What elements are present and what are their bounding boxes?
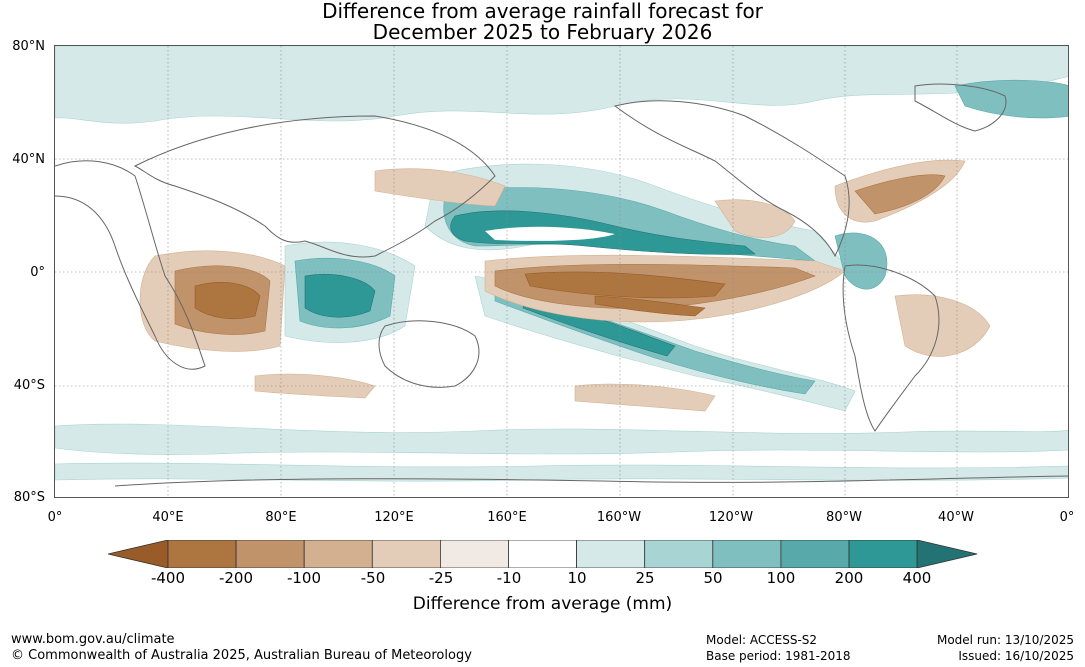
neutral-region bbox=[485, 226, 615, 241]
colorbar-segment bbox=[439, 540, 509, 568]
colorbar-segment bbox=[508, 540, 577, 568]
colorbar-segment bbox=[576, 540, 646, 568]
colorbar-segment bbox=[780, 540, 850, 568]
colorbar-label: -100 bbox=[286, 569, 322, 587]
lon-label-160w: 160°W bbox=[596, 510, 642, 525]
map-title-line-1: Difference from average rainfall forecas… bbox=[322, 0, 763, 23]
colorbar-segment bbox=[644, 540, 714, 568]
graticule bbox=[55, 46, 1068, 497]
colorbar-segment bbox=[848, 540, 918, 568]
colorbar-label: -25 bbox=[428, 569, 454, 587]
lon-label-40w: 40°W bbox=[938, 510, 974, 525]
colorbar-label: 200 bbox=[834, 569, 864, 587]
lon-label-80e: 80°E bbox=[265, 510, 297, 525]
colorbar-segment bbox=[371, 540, 441, 568]
coastlines bbox=[55, 83, 1068, 487]
lon-label-40e: 40°E bbox=[152, 510, 184, 525]
lon-label-0-left: 0° bbox=[47, 510, 63, 525]
colorbar-segment bbox=[167, 540, 237, 568]
lon-label-0-right: 0° bbox=[1059, 510, 1075, 525]
website-link[interactable]: www.bom.gov.au/climate bbox=[11, 632, 175, 647]
colorbar bbox=[108, 540, 978, 568]
lat-label-80n: 80°N bbox=[12, 39, 45, 54]
colorbar-label: 10 bbox=[567, 569, 587, 587]
model-run-date: Model run: 13/10/2025 bbox=[936, 633, 1074, 647]
map-svg bbox=[55, 46, 1068, 497]
issued-date: Issued: 16/10/2025 bbox=[958, 649, 1074, 663]
colorbar-extend-low bbox=[108, 540, 169, 568]
base-period: Base period: 1981-2018 bbox=[706, 649, 851, 663]
lon-label-120e: 120°E bbox=[374, 510, 414, 525]
colorbar-label: -200 bbox=[218, 569, 254, 587]
rainfall-anomaly-map bbox=[54, 45, 1069, 498]
colorbar-label: 25 bbox=[635, 569, 655, 587]
lon-label-120w: 120°W bbox=[708, 510, 754, 525]
colorbar-segment bbox=[235, 540, 305, 568]
colorbar-segment bbox=[712, 540, 782, 568]
map-title-line-2: December 2025 to February 2026 bbox=[372, 20, 713, 44]
colorbar-label: -50 bbox=[360, 569, 386, 587]
lat-label-40s: 40°S bbox=[13, 378, 45, 393]
dry-strong-regions bbox=[194, 271, 726, 320]
colorbar-label: 100 bbox=[766, 569, 796, 587]
lon-label-80w: 80°W bbox=[826, 510, 862, 525]
colorbar-segment bbox=[303, 540, 373, 568]
colorbar-title: Difference from average (mm) bbox=[412, 594, 673, 614]
colorbar-label: -400 bbox=[150, 569, 186, 587]
copyright-text: © Commonwealth of Australia 2025, Austra… bbox=[11, 648, 472, 663]
model-name: Model: ACCESS-S2 bbox=[706, 633, 818, 647]
lat-label-80s: 80°S bbox=[13, 490, 45, 505]
colorbar-label: 50 bbox=[703, 569, 723, 587]
colorbar-label: 400 bbox=[902, 569, 932, 587]
colorbar-extend-high bbox=[916, 540, 978, 568]
lon-label-160e: 160°E bbox=[487, 510, 527, 525]
colorbar-label: -10 bbox=[496, 569, 522, 587]
lat-label-0: 0° bbox=[30, 265, 45, 280]
lat-label-40n: 40°N bbox=[12, 152, 45, 167]
